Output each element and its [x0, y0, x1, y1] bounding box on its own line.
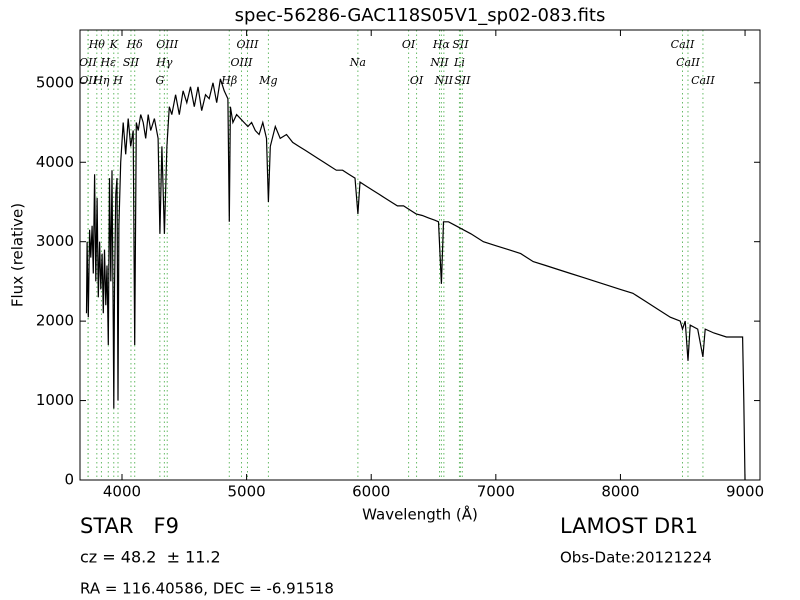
chart-title: spec-56286-GAC118S05V1_sp02-083.fits — [235, 5, 606, 26]
spectral-line-label: Hβ — [220, 74, 237, 87]
spectral-line-label: OIII — [236, 38, 259, 51]
spectral-line-label: SII — [454, 74, 471, 87]
spectral-line-label: SII — [123, 56, 140, 69]
x-tick-label: 5000 — [228, 483, 266, 501]
survey: LAMOST DR1 — [560, 514, 698, 538]
x-tick-label: 6000 — [352, 483, 390, 501]
x-tick-label: 9000 — [726, 483, 764, 501]
spectral-line-label: SII — [452, 38, 469, 51]
spectral-line-label: OII — [79, 74, 97, 87]
spectral-line-label: Hγ — [155, 56, 173, 69]
spectral-line-label: CaII — [671, 38, 695, 51]
y-tick-label: 5000 — [36, 73, 74, 91]
redshift: cz = 48.2 ± 11.2 — [80, 548, 221, 567]
spectral-line-label: Hη — [92, 74, 110, 87]
y-tick-label: 3000 — [36, 232, 74, 250]
star-class: STAR F9 — [80, 514, 179, 538]
spectral-line-label: Na — [349, 56, 366, 69]
spectral-line-label: OIII — [230, 56, 253, 69]
spectral-line-label: NII — [429, 56, 449, 69]
coordinates: RA = 116.40586, DEC = -6.91518 — [80, 580, 334, 598]
spectral-line-label: Hδ — [126, 38, 144, 51]
spectral-line-label: G — [155, 74, 164, 87]
y-tick-label: 2000 — [36, 312, 74, 330]
spectral-line-label: OIII — [156, 38, 179, 51]
obs-date: Obs-Date:20121224 — [560, 549, 712, 567]
plot-frame — [79, 29, 761, 481]
x-tick-label: 8000 — [601, 483, 639, 501]
spectrum-line — [85, 78, 746, 481]
spectral-line-label: NII — [434, 74, 454, 87]
spectral-line-label: OI — [410, 74, 424, 87]
spectral-line-label: Hε — [100, 56, 117, 69]
spectral-line-label: CaII — [691, 74, 715, 87]
x-tick-label: 7000 — [477, 483, 515, 501]
spectral-line-label: OI — [402, 38, 416, 51]
x-axis-label: Wavelength (Å) — [362, 505, 478, 524]
y-tick-label: 0 — [64, 471, 74, 489]
spectral-line-label: CaII — [676, 56, 700, 69]
spectral-line-label: Li — [453, 56, 465, 69]
spectral-line-label: Hθ — [88, 38, 106, 51]
y-tick-label: 4000 — [36, 153, 74, 171]
spectral-line-label: K — [109, 38, 119, 51]
spectral-line-label: Mg — [258, 74, 277, 87]
y-axis-label: Flux (relative) — [9, 203, 27, 307]
spectral-line-label: Hα — [432, 38, 451, 51]
x-tick-label: 4000 — [103, 483, 141, 501]
spectral-line-label: H — [112, 74, 123, 87]
y-tick-label: 1000 — [36, 391, 74, 409]
